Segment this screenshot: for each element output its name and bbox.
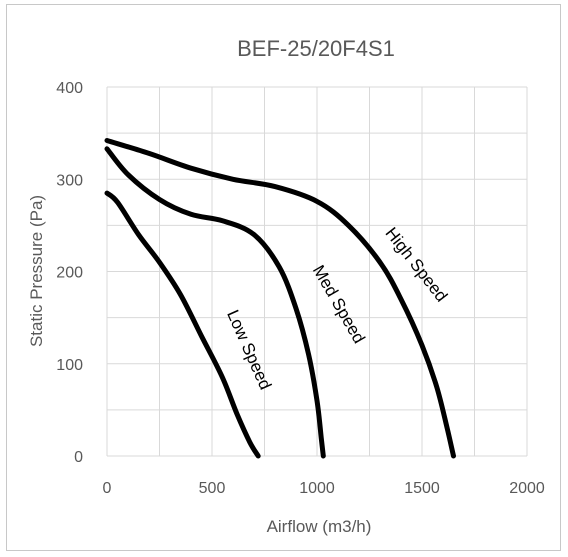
y-tick-label: 200: [56, 265, 83, 282]
y-axis-title: Static Pressure (Pa): [27, 195, 46, 347]
series-label-med-speed: Med Speed: [309, 262, 369, 347]
series-line-high-speed: [104, 138, 456, 459]
tick-labels: 0 500 1000 1500 2000 0 100 200 300 400: [56, 80, 545, 497]
x-tick-label: 1000: [299, 480, 335, 497]
series-line-med-speed: [104, 146, 326, 459]
x-tick-label: 1500: [404, 480, 440, 497]
series-curves: [104, 138, 456, 459]
x-axis-title: Airflow (m3/h): [267, 517, 372, 536]
x-tick-label: 500: [199, 480, 226, 497]
chart-title: BEF-25/20F4S1: [237, 36, 395, 61]
grid: [106, 86, 528, 457]
y-tick-label: 0: [74, 449, 83, 466]
series-label-high-speed: High Speed: [381, 224, 451, 306]
y-tick-label: 100: [56, 357, 83, 374]
x-tick-label: 0: [103, 480, 112, 497]
y-tick-label: 300: [56, 172, 83, 189]
y-tick-label: 400: [56, 80, 83, 97]
series-labels: Low Speed Med Speed High Speed: [223, 224, 451, 393]
series-line-low-speed: [104, 190, 261, 459]
series-label-low-speed: Low Speed: [223, 307, 275, 392]
x-tick-label: 2000: [509, 480, 545, 497]
